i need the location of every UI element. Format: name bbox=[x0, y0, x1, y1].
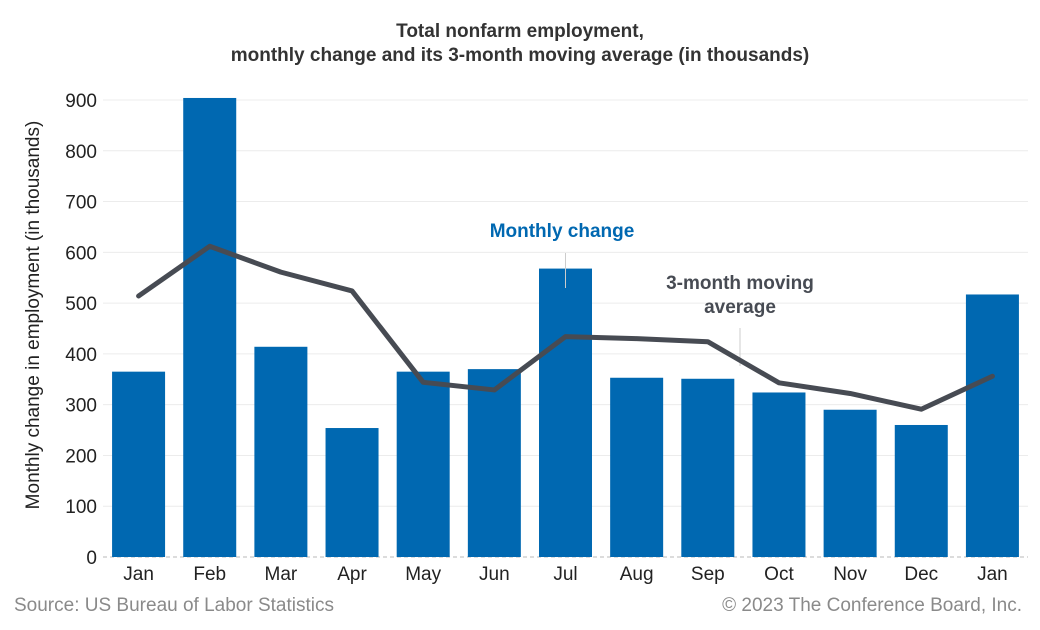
moving-average-line bbox=[136, 243, 995, 412]
bar bbox=[752, 392, 806, 557]
x-tick-label: Sep bbox=[691, 564, 725, 585]
source-note: Source: US Bureau of Labor Statistics bbox=[14, 595, 334, 616]
y-axis-ticks: 0 100 200 300 400 500 600 700 800 900 bbox=[65, 91, 97, 569]
bar bbox=[183, 97, 237, 558]
bar bbox=[325, 428, 379, 557]
bar bbox=[112, 371, 166, 557]
bar bbox=[823, 409, 877, 557]
bar bbox=[467, 369, 521, 557]
y-axis-label: Monthly change in employment (in thousan… bbox=[23, 121, 44, 510]
y-tick-label: 0 bbox=[86, 548, 97, 569]
x-tick-label: May bbox=[405, 564, 441, 585]
bar bbox=[894, 424, 948, 557]
y-tick-label: 800 bbox=[65, 142, 97, 163]
y-tick-label: 900 bbox=[65, 91, 97, 112]
x-tick-label: Jan bbox=[977, 564, 1008, 585]
bar-series bbox=[112, 97, 1019, 558]
bar bbox=[681, 378, 735, 557]
bar bbox=[965, 294, 1019, 557]
y-tick-label: 600 bbox=[65, 243, 97, 264]
bar bbox=[610, 377, 664, 557]
moving-average-series bbox=[136, 243, 995, 412]
y-tick-label: 300 bbox=[65, 396, 97, 417]
x-tick-label: Aug bbox=[620, 564, 654, 585]
copyright-note: © 2023 The Conference Board, Inc. bbox=[722, 595, 1022, 616]
y-tick-label: 200 bbox=[65, 446, 97, 467]
y-tick-label: 100 bbox=[65, 497, 97, 518]
annotation-monthly-change: Monthly change bbox=[490, 221, 635, 242]
x-tick-label: Jul bbox=[553, 564, 577, 585]
x-tick-label: Jan bbox=[123, 564, 154, 585]
y-tick-label: 700 bbox=[65, 193, 97, 214]
y-tick-label: 500 bbox=[65, 294, 97, 315]
chart-title-line1: Total nonfarm employment, bbox=[396, 21, 644, 42]
x-tick-label: Nov bbox=[833, 564, 867, 585]
x-tick-label: Jun bbox=[479, 564, 510, 585]
bar bbox=[396, 371, 450, 557]
x-axis-ticks: Jan Feb Mar Apr May Jun Jul Aug Sep Oct Nov Dec Jan bbox=[123, 564, 1007, 585]
y-tick-label: 400 bbox=[65, 345, 97, 366]
annotation-moving-average-line2: average bbox=[704, 297, 776, 318]
annotation-moving-average-line1: 3-month moving bbox=[666, 273, 814, 294]
chart-title-line2: monthly change and its 3-month moving av… bbox=[231, 45, 810, 66]
bar bbox=[539, 268, 592, 557]
x-tick-label: Apr bbox=[337, 564, 367, 585]
x-tick-label: Mar bbox=[265, 564, 298, 585]
x-tick-label: Oct bbox=[764, 564, 794, 585]
bar bbox=[254, 346, 308, 557]
x-tick-label: Feb bbox=[193, 564, 226, 585]
x-tick-label: Dec bbox=[904, 564, 938, 585]
